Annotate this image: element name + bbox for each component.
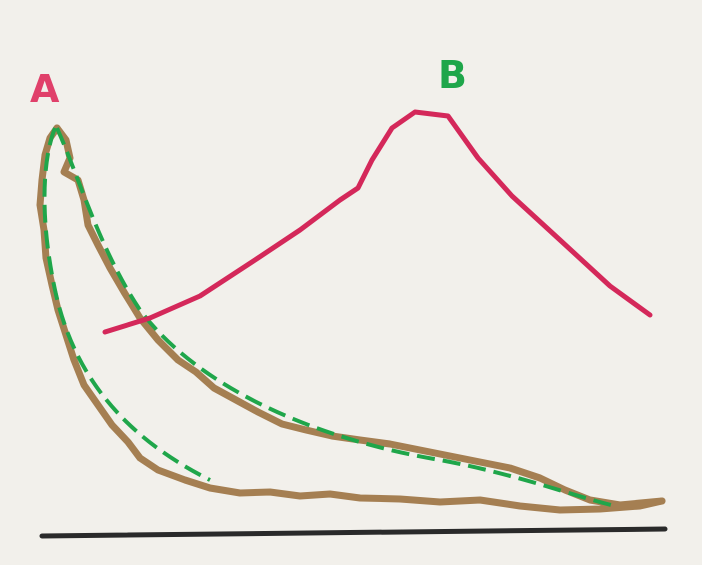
label-a: A [30,67,60,111]
sketch: A B [0,0,702,565]
paper [0,0,702,565]
page: A B (() => { const data = JSON.parse(doc… [0,0,702,565]
label-b: B [438,53,467,97]
